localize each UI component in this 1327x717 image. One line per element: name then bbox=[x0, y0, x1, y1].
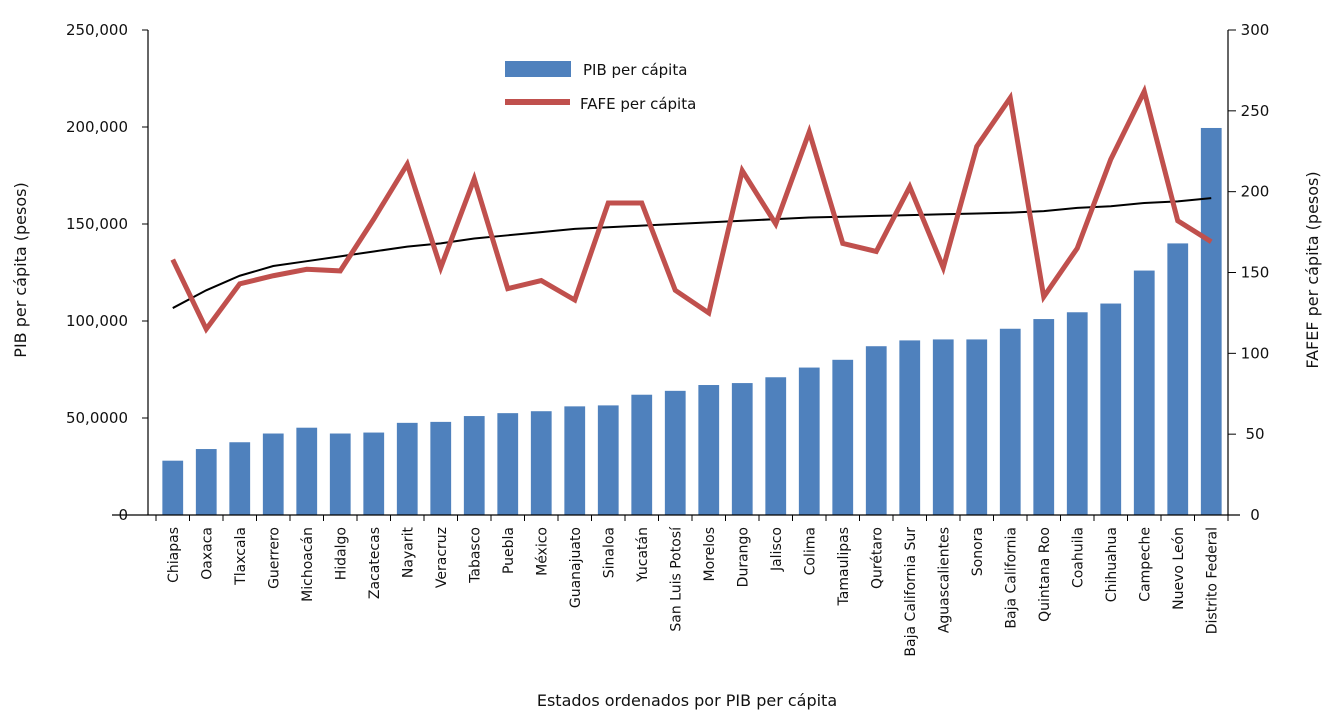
category-label-5: Hidalgo bbox=[333, 527, 349, 580]
y2-tick-label-0: 0 bbox=[1250, 506, 1260, 524]
category-label-11: México bbox=[534, 527, 550, 576]
y2-tick-label-3: 150 bbox=[1241, 264, 1270, 282]
bar-30 bbox=[1167, 243, 1189, 515]
bar-3 bbox=[262, 433, 284, 515]
bar-24 bbox=[966, 339, 988, 515]
bar-16 bbox=[698, 385, 720, 515]
y2-tick-label-6: 300 bbox=[1241, 21, 1270, 39]
category-label-0: Chiapas bbox=[166, 527, 182, 583]
category-label-16: Morelos bbox=[702, 527, 718, 581]
category-label-10: Puebla bbox=[501, 527, 517, 574]
category-label-27: Coahuila bbox=[1070, 527, 1086, 588]
bar-26 bbox=[1033, 319, 1055, 515]
category-label-9: Tabasco bbox=[467, 527, 483, 584]
bar-10 bbox=[497, 413, 519, 515]
lines-layer bbox=[170, 84, 1213, 334]
bar-17 bbox=[731, 383, 753, 515]
labels-layer: 0 50,0000 100,000 150,000 200,000 250,000 0 50 1… bbox=[66, 21, 1269, 657]
category-label-7: Nayarit bbox=[400, 527, 416, 579]
bar-18 bbox=[765, 377, 787, 515]
bar-15 bbox=[664, 390, 686, 515]
bar-23 bbox=[932, 339, 954, 515]
bar-21 bbox=[865, 346, 887, 515]
category-label-20: Tamaulipas bbox=[836, 527, 852, 606]
bar-22 bbox=[899, 340, 921, 515]
bar-12 bbox=[564, 406, 586, 515]
fafe-line bbox=[170, 84, 1213, 334]
category-label-25: Baja California bbox=[1003, 527, 1019, 629]
category-label-8: Veracruz bbox=[434, 527, 450, 588]
y-tick-label-0: 0 bbox=[118, 506, 128, 524]
y-axis-title: PIB per cápita (pesos) bbox=[11, 182, 30, 357]
category-label-13: Sinaloa bbox=[601, 527, 617, 578]
bars-layer bbox=[162, 127, 1222, 515]
bar-2 bbox=[229, 442, 251, 515]
category-label-14: Yucatán bbox=[635, 527, 651, 583]
bar-13 bbox=[597, 405, 619, 515]
category-label-28: Chihuahua bbox=[1104, 527, 1120, 602]
y2-tick-label-4: 200 bbox=[1241, 183, 1270, 201]
y-tick-label-5: 250,000 bbox=[66, 21, 128, 39]
bar-1 bbox=[195, 449, 217, 515]
y-tick-label-3: 150,000 bbox=[66, 215, 128, 233]
y2-tick-label-2: 100 bbox=[1241, 344, 1270, 362]
bar-5 bbox=[329, 433, 351, 515]
category-label-2: Tlaxcala bbox=[233, 527, 249, 586]
category-label-3: Guerrero bbox=[266, 527, 282, 589]
category-label-18: Jalisco bbox=[769, 527, 785, 572]
bar-9 bbox=[463, 416, 485, 515]
bar-4 bbox=[296, 427, 318, 515]
category-label-24: Sonora bbox=[970, 527, 986, 576]
category-label-15: San Luis Potosí bbox=[668, 526, 684, 632]
bar-8 bbox=[430, 421, 452, 515]
bar-14 bbox=[631, 394, 653, 515]
category-label-26: Quintana Roo bbox=[1037, 527, 1053, 622]
y-tick-label-2: 100,000 bbox=[66, 312, 128, 330]
trend-line bbox=[172, 197, 1212, 309]
category-label-22: Baja California Sur bbox=[903, 527, 919, 657]
bar-25 bbox=[999, 328, 1021, 515]
bar-29 bbox=[1133, 270, 1155, 515]
bar-28 bbox=[1100, 303, 1122, 515]
y2-tick-label-5: 250 bbox=[1241, 102, 1270, 120]
bar-31 bbox=[1200, 127, 1222, 515]
bar-7 bbox=[396, 422, 418, 515]
category-label-19: Colima bbox=[802, 527, 818, 575]
legend-label-fafe: FAFE per cápita bbox=[580, 95, 696, 113]
y2-axis-title: FAFEF per cápita (pesos) bbox=[1303, 171, 1322, 368]
category-label-30: Nuevo León bbox=[1171, 527, 1187, 610]
category-label-31: Distrito Federal bbox=[1204, 527, 1220, 634]
category-label-17: Durango bbox=[735, 527, 751, 587]
bar-19 bbox=[798, 367, 820, 515]
legend-label-pib: PIB per cápita bbox=[583, 61, 687, 79]
bar-11 bbox=[530, 411, 552, 515]
y-tick-label-1: 50,0000 bbox=[66, 409, 128, 427]
category-label-4: Michoacán bbox=[300, 527, 316, 602]
bar-27 bbox=[1066, 312, 1088, 515]
category-label-1: Oaxaca bbox=[199, 527, 215, 580]
legend: PIB per cápita FAFE per cápita bbox=[505, 61, 696, 113]
y-tick-label-4: 200,000 bbox=[66, 118, 128, 136]
category-label-21: Qurétaro bbox=[869, 527, 885, 589]
y2-tick-label-1: 50 bbox=[1245, 425, 1264, 443]
axes-layer bbox=[112, 29, 1240, 521]
x-axis-title: Estados ordenados por PIB per cápita bbox=[537, 691, 837, 710]
legend-swatch-pib bbox=[505, 61, 571, 77]
category-label-23: Aguascalientes bbox=[936, 527, 952, 633]
bar-20 bbox=[832, 359, 854, 515]
category-label-6: Zacatecas bbox=[367, 527, 383, 599]
bar-0 bbox=[162, 460, 184, 515]
bar-6 bbox=[363, 432, 385, 515]
category-label-12: Guanajuato bbox=[568, 527, 584, 608]
category-label-29: Campeche bbox=[1137, 527, 1153, 602]
